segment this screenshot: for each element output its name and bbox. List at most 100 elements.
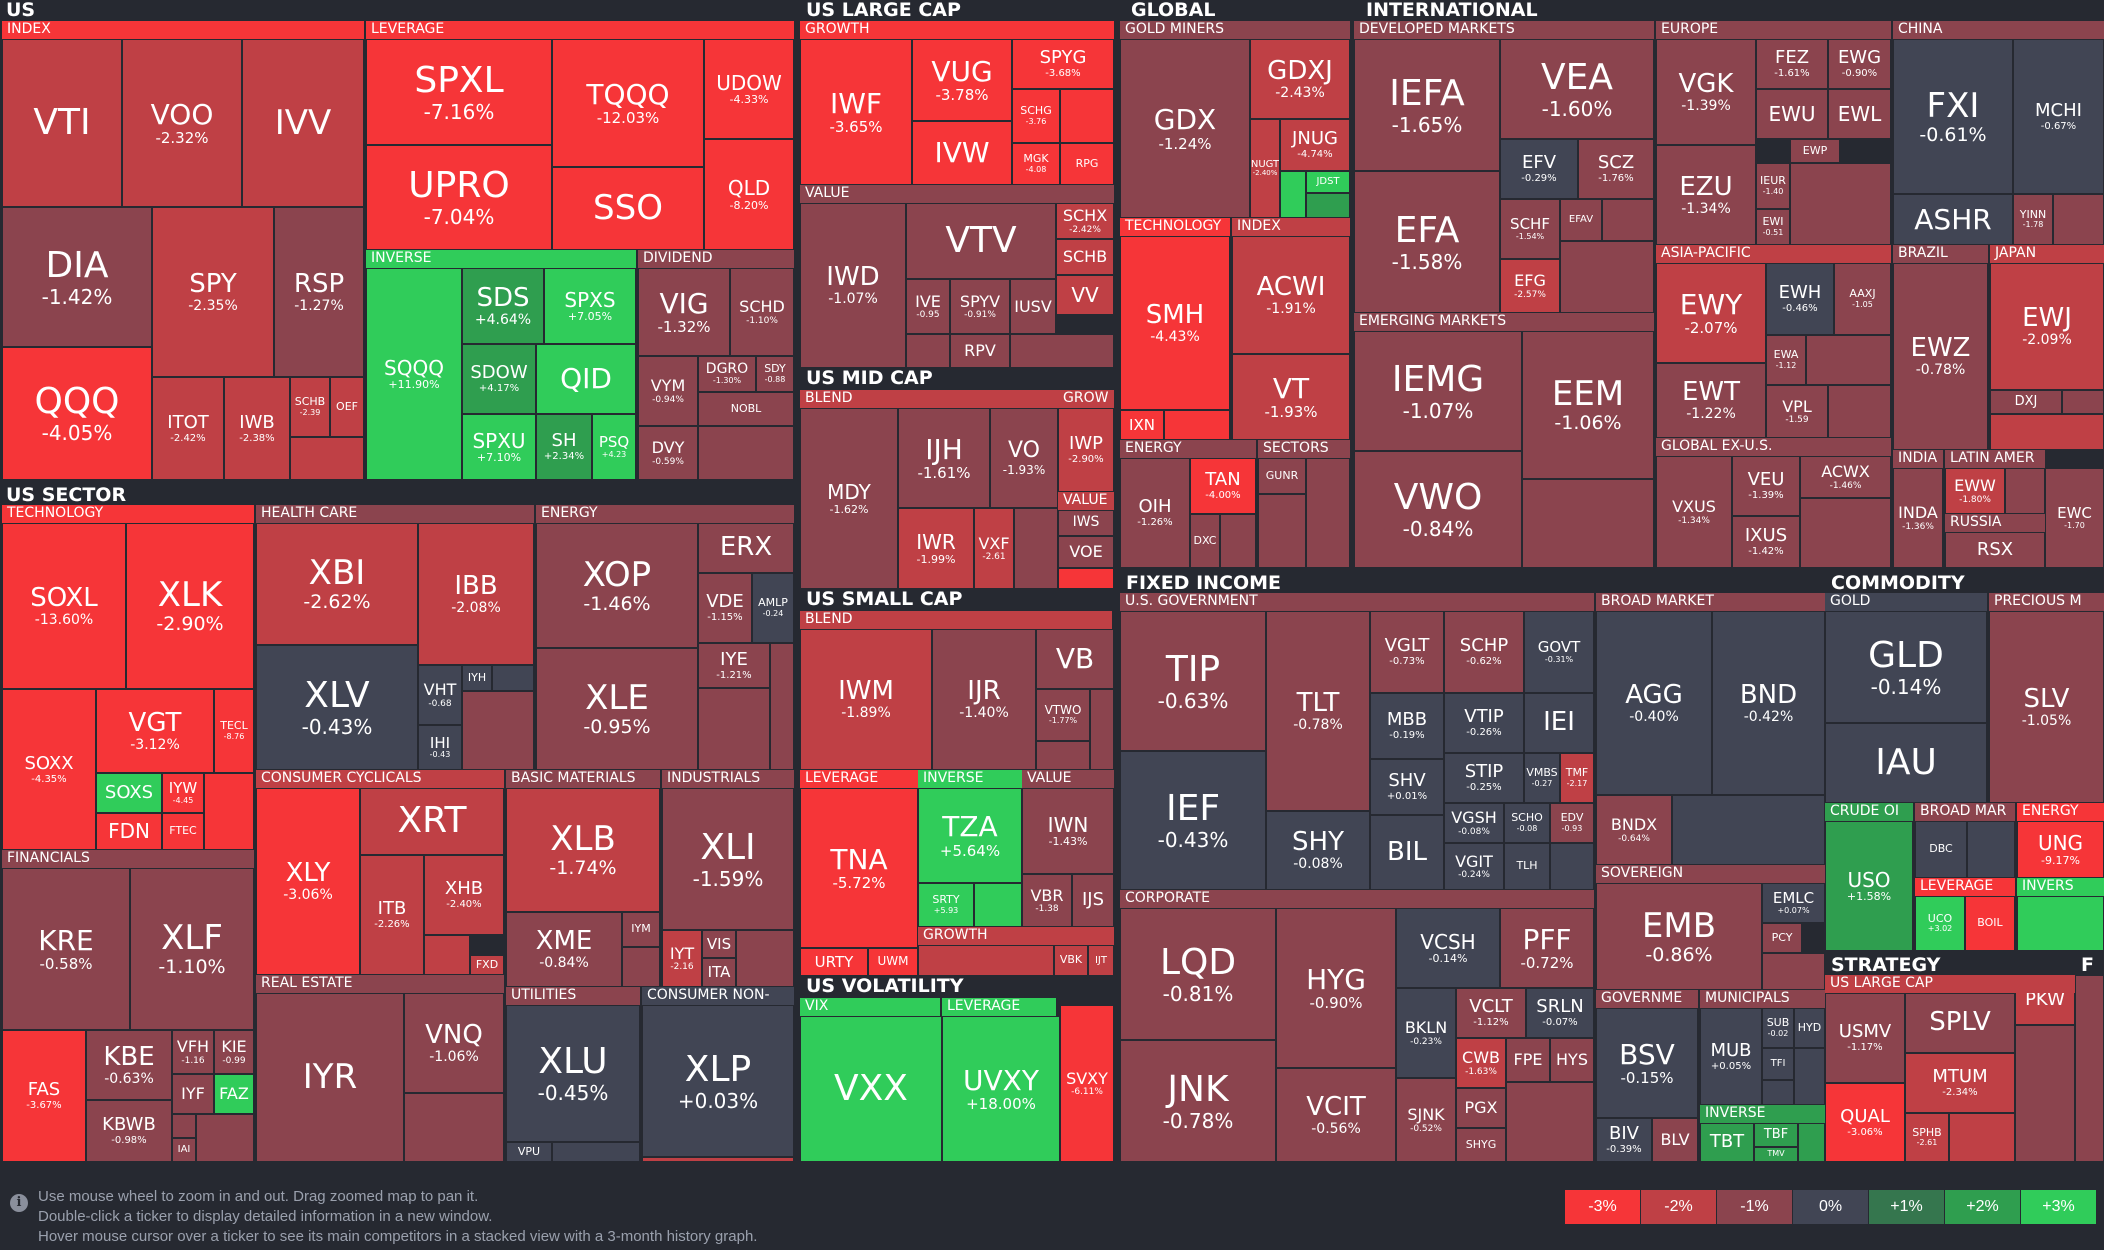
ticker-tile-qld[interactable]: QLD -8.20% [704,139,794,250]
ticker-tile-iwp[interactable]: IWP -2.90% [1058,408,1114,492]
ticker-tile-vxus[interactable]: VXUS -1.34% [1656,456,1732,568]
section-header-commodity[interactable]: COMMODITY [1825,573,2104,593]
ticker-tile-vv[interactable]: VV [1056,275,1114,315]
ticker-tile-tna[interactable]: TNA -5.72% [800,788,918,948]
ticker-tile-ftec[interactable]: FTEC [162,813,204,850]
industry-header-real-estate[interactable]: REAL ESTATE [256,975,504,993]
ticker-tile-vt[interactable]: VT -1.93% [1232,354,1350,440]
ticker-tile-iyf[interactable]: IYF [172,1074,214,1114]
ticker-tile-vym[interactable]: VYM -0.94% [638,356,698,426]
ticker-tile-pcy[interactable]: PCY [1762,923,1802,953]
ticker-tile-fpe[interactable]: FPE [1506,1038,1550,1082]
ticker-tile-xly[interactable]: XLY -3.06% [256,788,360,975]
ticker-tile-tbf[interactable]: TBF [1754,1123,1798,1147]
ticker-tile-small[interactable] [492,665,534,691]
ticker-tile-small[interactable] [1280,171,1306,218]
ticker-tile-bsv[interactable]: BSV -0.15% [1596,1008,1698,1118]
industry-header-india[interactable]: INDIA [1893,450,1943,468]
ticker-tile-vgsh[interactable]: VGSH -0.08% [1444,803,1504,843]
ticker-tile-ewg[interactable]: EWG -0.90% [1828,39,1891,89]
ticker-tile-small[interactable] [1560,241,1654,313]
ticker-tile-spyv[interactable]: SPYV -0.91% [950,279,1010,334]
ticker-tile-iemg[interactable]: IEMG -1.07% [1354,331,1522,451]
ticker-tile-ijr[interactable]: IJR -1.40% [932,629,1036,770]
industry-header-invers[interactable]: INVERS [2017,878,2104,896]
ticker-tile-smh[interactable]: SMH -4.43% [1120,236,1230,410]
ticker-tile-ivv[interactable]: IVV [242,39,364,207]
ticker-tile-rsp[interactable]: RSP -1.27% [274,207,364,377]
ticker-tile-bndx[interactable]: BNDX -0.64% [1596,795,1672,865]
ticker-tile-sphb[interactable]: SPHB -2.61 [1905,1113,1949,1162]
industry-header-energy[interactable]: ENERGY [1120,440,1256,458]
industry-header-broad-market[interactable]: BROAD MARKET [1596,593,1825,611]
ticker-tile-ewc[interactable]: EWC -1.70 [2045,468,2104,568]
industry-header-industrials[interactable]: INDUSTRIALS [662,770,794,788]
ticker-tile-ita[interactable]: ITA [702,958,736,987]
ticker-tile-sdy[interactable]: SDY -0.88 [756,356,794,392]
industry-header-value[interactable]: VALUE [1022,770,1114,788]
ticker-tile-itot[interactable]: ITOT -2.42% [152,377,224,480]
ticker-tile-kre[interactable]: KRE -0.58% [2,868,130,1030]
ticker-tile-srln[interactable]: SRLN -0.07% [1526,988,1594,1038]
ticker-tile-bil[interactable]: BIL [1370,815,1444,890]
ticker-tile-rsx[interactable]: RSX [1945,532,2045,568]
ticker-tile-tfi[interactable]: TFI [1762,1048,1794,1080]
ticker-tile-efg[interactable]: EFG -2.57% [1500,259,1560,313]
ticker-tile-schd[interactable]: SCHD -1.10% [730,268,794,356]
ticker-tile-sdow[interactable]: SDOW +4.17% [462,344,536,414]
ticker-tile-scho[interactable]: SCHO -0.08 [1504,803,1550,843]
section-header-us-large-cap[interactable]: US LARGE CAP [800,0,1125,21]
ticker-tile-small[interactable] [2015,1025,2075,1162]
ticker-tile-small[interactable] [1060,89,1114,143]
ticker-tile-ewt[interactable]: EWT -1.22% [1656,363,1766,438]
ticker-tile-iye[interactable]: IYE -1.21% [698,643,770,688]
ticker-tile-jdst[interactable]: JDST [1306,171,1350,193]
ticker-tile-pgx[interactable]: PGX [1456,1088,1506,1128]
industry-header-growth[interactable]: GROWTH [918,927,1114,945]
ticker-tile-small[interactable] [1258,494,1306,568]
ticker-tile-small[interactable] [1806,335,1891,385]
ticker-tile-small[interactable] [698,426,794,480]
ticker-tile-voo[interactable]: VOO -2.32% [122,39,242,207]
ticker-tile-xle[interactable]: XLE -0.95% [536,648,698,770]
industry-header-broad-mar[interactable]: BROAD MAR [1915,803,2015,821]
ticker-tile-shy[interactable]: SHY -0.08% [1266,811,1370,890]
ticker-tile-soxl[interactable]: SOXL -13.60% [2,523,126,689]
ticker-tile-erx[interactable]: ERX [698,523,794,573]
ticker-tile-ewu[interactable]: EWU [1756,89,1828,139]
ticker-tile-ewz[interactable]: EWZ -0.78% [1893,263,1988,450]
ticker-tile-lqd[interactable]: LQD -0.81% [1120,908,1276,1040]
ticker-tile-vgk[interactable]: VGK -1.39% [1656,39,1756,145]
ticker-tile-ewa[interactable]: EWA -1.12 [1766,335,1806,385]
ticker-tile-oih[interactable]: OIH -1.26% [1120,458,1190,568]
ticker-tile-svxy[interactable]: SVXY -6.11% [1060,1005,1114,1162]
ticker-tile-ewj[interactable]: EWJ -2.09% [1990,263,2104,390]
ticker-tile-fas[interactable]: FAS -3.67% [2,1030,86,1162]
ticker-tile-mgk[interactable]: MGK -4.08 [1012,143,1060,185]
section-header-international[interactable]: INTERNATIONAL [1360,0,2104,21]
industry-header-consumer-non[interactable]: CONSUMER NON- [642,987,794,1005]
ticker-tile-gunr[interactable]: GUNR [1258,458,1306,494]
ticker-tile-fxd[interactable]: FXD [470,955,504,975]
ticker-tile-small[interactable] [404,1093,504,1162]
industry-header-value[interactable]: VALUE [800,185,1114,203]
ticker-tile-sjnk[interactable]: SJNK -0.52% [1396,1078,1456,1162]
ticker-tile-schg[interactable]: SCHG -3.76 [1012,89,1060,143]
ticker-tile-voe[interactable]: VOE [1058,536,1114,568]
ticker-tile-small[interactable] [1800,498,1891,568]
ticker-tile-small[interactable] [290,437,364,480]
industry-header-leverage[interactable]: LEVERAGE [366,21,794,39]
ticker-tile-vgit[interactable]: VGIT -0.24% [1444,843,1504,890]
ticker-tile-iyr[interactable]: IYR [256,993,404,1162]
ticker-tile-small[interactable] [622,947,660,987]
industry-header-brazil[interactable]: BRAZIL [1893,245,1988,263]
ticker-tile-hyd[interactable]: HYD [1794,1008,1825,1048]
ticker-tile-shv[interactable]: SHV +0.01% [1370,759,1444,815]
industry-header-gold-miners[interactable]: GOLD MINERS [1120,21,1350,39]
ticker-tile-spy[interactable]: SPY -2.35% [152,207,274,377]
ticker-tile-iwn[interactable]: IWN -1.43% [1022,788,1114,874]
ticker-tile-soxs[interactable]: SOXS [96,773,162,813]
ticker-tile-sqqq[interactable]: SQQQ +11.90% [366,268,462,480]
etf-heatmap[interactable]: VTI VOO -2.32% IVV DIA -1.42% SPY -2.35% RSP -1.2… [0,0,2104,1170]
ticker-tile-upro[interactable]: UPRO -7.04% [366,145,552,250]
